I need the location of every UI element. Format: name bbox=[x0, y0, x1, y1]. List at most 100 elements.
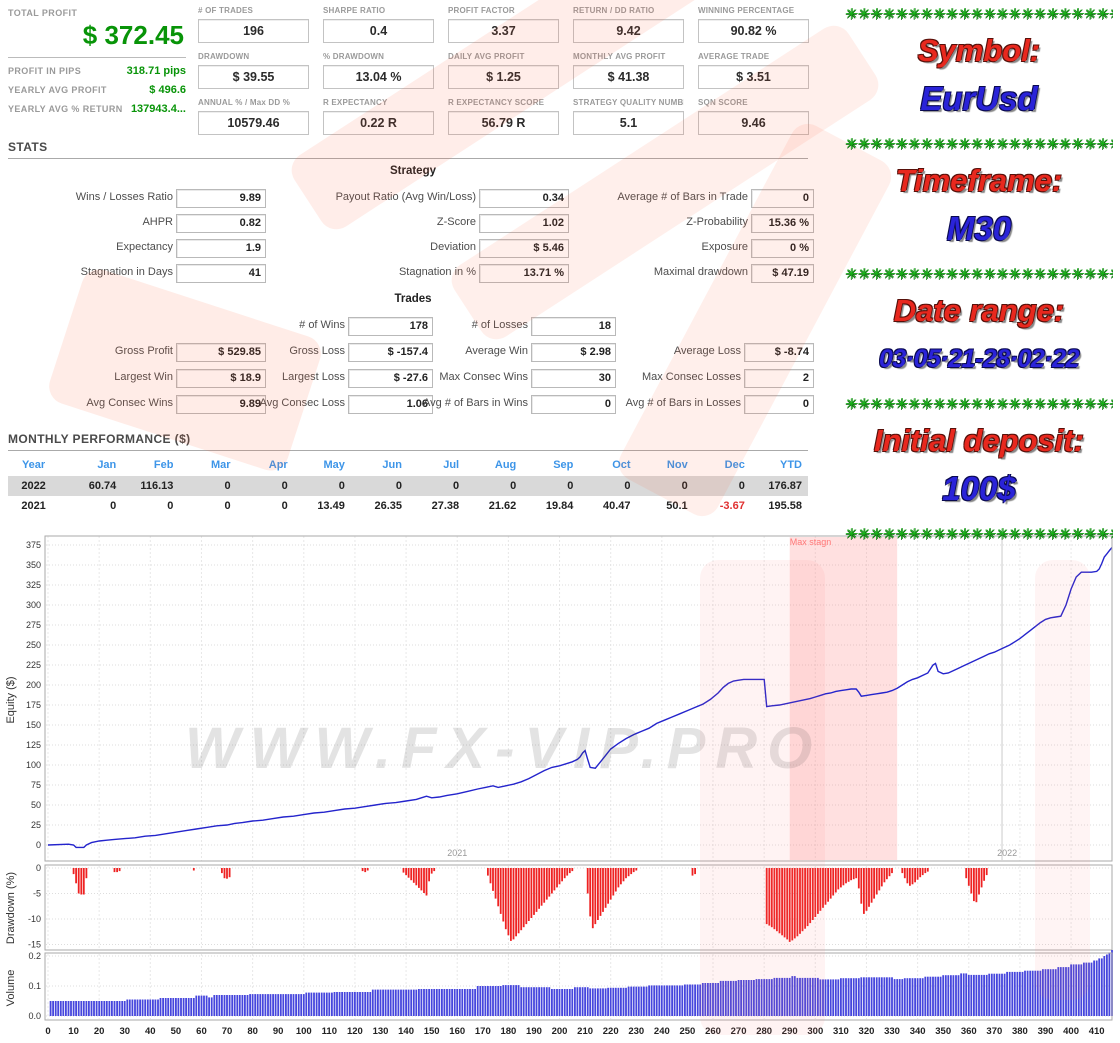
volume-bar bbox=[607, 987, 609, 1016]
stat-cell-label: MONTHLY AVG PROFIT bbox=[573, 52, 666, 61]
volume-bar bbox=[773, 977, 776, 1016]
profit-rows: PROFIT IN PIPS 318.71 pips YEARLY AVG PROF… bbox=[8, 65, 186, 115]
drawdown-bar bbox=[855, 868, 858, 879]
volume-bar bbox=[103, 1001, 106, 1016]
volume-bar bbox=[704, 983, 707, 1016]
stat-cell-label: SQN SCORE bbox=[698, 98, 748, 107]
drawdown-bar bbox=[418, 868, 420, 888]
drawdown-bar bbox=[540, 868, 543, 906]
drawdown-bar bbox=[630, 868, 633, 875]
drawdown-bar bbox=[522, 868, 525, 928]
equity-ytick: 50 bbox=[31, 800, 41, 810]
field-label: Average # of Bars in Trade bbox=[617, 191, 748, 203]
drawdown-bar bbox=[609, 868, 612, 900]
drawdown-bar bbox=[625, 868, 627, 879]
volume-bar bbox=[67, 1001, 70, 1016]
volume-bar bbox=[817, 977, 819, 1016]
profit-row-label: YEARLY AVG PROFIT bbox=[8, 85, 107, 95]
stat-cell-label: STRATEGY QUALITY NUMBER bbox=[573, 98, 684, 107]
volume-bar bbox=[717, 983, 719, 1016]
volume-bar bbox=[461, 989, 464, 1016]
volume-bar bbox=[215, 995, 218, 1016]
volume-bar bbox=[586, 987, 589, 1016]
drawdown-bar bbox=[510, 868, 512, 941]
volume-bar bbox=[543, 987, 546, 1016]
volume-bar bbox=[267, 994, 269, 1016]
equity-ytick: 375 bbox=[26, 540, 41, 550]
volume-bar bbox=[540, 987, 543, 1016]
volume-bar bbox=[302, 994, 305, 1016]
volume-bar bbox=[627, 986, 630, 1016]
equity-year-label: 2021 bbox=[447, 848, 467, 858]
volume-bar bbox=[880, 977, 883, 1016]
monthly-header-cell: Jul bbox=[443, 459, 460, 471]
volume-bar bbox=[719, 980, 722, 1016]
volume-bar bbox=[113, 1001, 116, 1016]
field-value-box: $ -27.6 bbox=[348, 369, 433, 388]
equity-ytick: 100 bbox=[26, 760, 41, 770]
volume-bar bbox=[1016, 971, 1019, 1016]
stat-cell: PROFIT FACTOR 3.37 bbox=[448, 6, 559, 43]
equity-ytick: 25 bbox=[31, 820, 41, 830]
drawdown-bar bbox=[551, 868, 553, 894]
drawdown-bar bbox=[914, 868, 916, 883]
volume-bar bbox=[1090, 962, 1093, 1016]
volume-bar bbox=[249, 994, 251, 1016]
drawdown-bar bbox=[497, 868, 500, 907]
volume-bar bbox=[169, 998, 172, 1016]
drawdown-bar bbox=[694, 868, 696, 875]
volume-bar bbox=[786, 977, 789, 1016]
stat-cell-label: WINNING PERCENTAGE bbox=[698, 6, 795, 15]
volume-bar bbox=[412, 989, 415, 1016]
monthly-value-cell: 0 bbox=[224, 500, 231, 512]
drawdown-bar bbox=[924, 868, 927, 874]
volume-bar bbox=[374, 989, 377, 1016]
volume-bar bbox=[126, 999, 129, 1016]
field-label: # of Losses bbox=[471, 319, 528, 331]
drawdown-bar bbox=[919, 868, 922, 878]
volume-bar bbox=[159, 998, 162, 1016]
volume-bar bbox=[233, 995, 236, 1016]
volume-bar bbox=[857, 978, 860, 1016]
drawdown-bar bbox=[405, 868, 407, 876]
volume-bar bbox=[272, 994, 274, 1016]
drawdown-bar bbox=[430, 868, 433, 874]
volume-bar bbox=[819, 979, 822, 1016]
volume-bar bbox=[476, 986, 479, 1016]
volume-bar bbox=[438, 989, 441, 1016]
asterisk-separator: ✳✳✳✳✳✳✳✳✳✳✳✳✳✳✳✳✳✳✳✳✳✳ bbox=[845, 6, 1113, 23]
volume-bar bbox=[791, 976, 794, 1016]
asterisk-separator: ✳✳✳✳✳✳✳✳✳✳✳✳✳✳✳✳✳✳✳✳✳✳ bbox=[845, 136, 1113, 153]
monthly-value-cell: 0 bbox=[224, 480, 231, 492]
drawdown-bar bbox=[568, 868, 571, 874]
field-label: Gross Profit bbox=[114, 345, 173, 357]
volume-bar bbox=[558, 989, 561, 1016]
stat-cell-label: R EXPECTANCY SCORE bbox=[448, 98, 545, 107]
volume-bar bbox=[1039, 970, 1042, 1016]
volume-bar bbox=[400, 989, 402, 1016]
asterisk-separator: ✳✳✳✳✳✳✳✳✳✳✳✳✳✳✳✳✳✳✳✳✳✳ bbox=[845, 526, 1113, 543]
drawdown-ytick: -5 bbox=[33, 889, 41, 899]
volume-bar bbox=[448, 989, 451, 1016]
charts-area: 0255075100125150175200225250275300325350… bbox=[5, 535, 1113, 1037]
drawdown-bar bbox=[970, 868, 973, 894]
volume-bar bbox=[131, 999, 134, 1016]
volume-bar bbox=[75, 1001, 77, 1016]
volume-bar bbox=[1067, 967, 1070, 1016]
drawdown-bar bbox=[901, 868, 904, 874]
drawdown-bar bbox=[504, 868, 507, 930]
drawdown-bar bbox=[507, 868, 510, 936]
monthly-header-cell: Aug bbox=[494, 459, 517, 471]
volume-bar bbox=[985, 974, 988, 1016]
profit-row-value: 137943.4... bbox=[130, 103, 186, 115]
volume-bar bbox=[479, 986, 482, 1016]
volume-bar bbox=[658, 985, 661, 1016]
strategy-form: Strategy Wins / Losses Ratio 9.89 AHPR 0.82 E… bbox=[8, 165, 818, 295]
drawdown-bar bbox=[599, 868, 602, 916]
volume-bar bbox=[891, 977, 893, 1016]
volume-bar bbox=[453, 989, 456, 1016]
volume-xtick: 160 bbox=[449, 1026, 465, 1037]
stat-cell: SHARPE RATIO 0.4 bbox=[323, 6, 434, 43]
volume-bar bbox=[320, 992, 323, 1016]
volume-bar bbox=[645, 986, 648, 1016]
